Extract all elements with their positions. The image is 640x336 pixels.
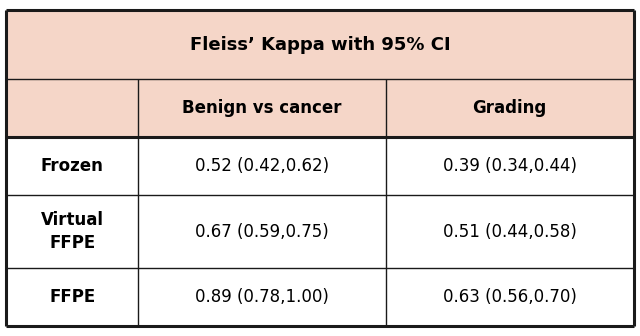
- Bar: [6, 195, 634, 268]
- Text: Benign vs cancer: Benign vs cancer: [182, 99, 342, 117]
- Text: 0.89 (0.78,1.00): 0.89 (0.78,1.00): [195, 288, 329, 306]
- Bar: [6, 268, 634, 326]
- Text: 0.67 (0.59,0.75): 0.67 (0.59,0.75): [195, 222, 329, 241]
- Bar: [6, 79, 634, 137]
- Text: Fleiss’ Kappa with 95% CI: Fleiss’ Kappa with 95% CI: [189, 36, 451, 54]
- Text: 0.63 (0.56,0.70): 0.63 (0.56,0.70): [443, 288, 577, 306]
- Text: FFPE: FFPE: [49, 288, 95, 306]
- Bar: [6, 137, 634, 195]
- Bar: [6, 10, 634, 79]
- Text: 0.39 (0.34,0.44): 0.39 (0.34,0.44): [443, 157, 577, 175]
- Text: Virtual
FFPE: Virtual FFPE: [41, 211, 104, 252]
- Text: Grading: Grading: [472, 99, 547, 117]
- Text: 0.52 (0.42,0.62): 0.52 (0.42,0.62): [195, 157, 329, 175]
- Text: 0.51 (0.44,0.58): 0.51 (0.44,0.58): [443, 222, 577, 241]
- Text: Frozen: Frozen: [41, 157, 104, 175]
